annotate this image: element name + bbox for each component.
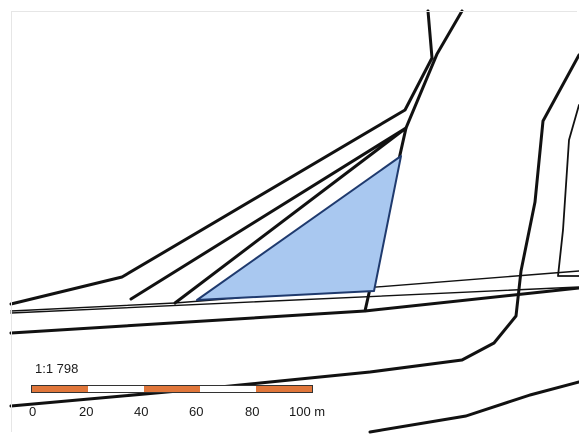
scale-segment (88, 386, 144, 392)
scale-tick-label: 20 (79, 404, 94, 419)
scale-segment (144, 386, 200, 392)
scale-tick-label: 40 (134, 404, 149, 419)
scale-tick-label: 100 m (289, 404, 326, 419)
scale-tick-label: 0 (29, 404, 37, 419)
scale-tick-label: 80 (245, 404, 260, 419)
parcel-boundary-north (173, 126, 408, 305)
scale-ratio-label: 1:1 798 (35, 361, 79, 376)
thin-boundary-line-upper (10, 270, 579, 312)
road-edge-outer-east (129, 9, 464, 301)
thin-boundary-line-lower (10, 286, 579, 314)
highlighted-parcel[interactable] (196, 155, 402, 301)
scale-segment (200, 386, 256, 392)
road-edge-south (368, 380, 579, 434)
road-curve-east (9, 53, 579, 408)
scale-segment (32, 386, 88, 392)
road-edge-east-thin (557, 104, 579, 277)
scale-bar (31, 385, 313, 393)
scale-segment (256, 386, 312, 392)
road-edge-lower (9, 286, 579, 335)
road-edge-outer-west (9, 9, 434, 306)
scale-tick-label: 60 (189, 404, 204, 419)
